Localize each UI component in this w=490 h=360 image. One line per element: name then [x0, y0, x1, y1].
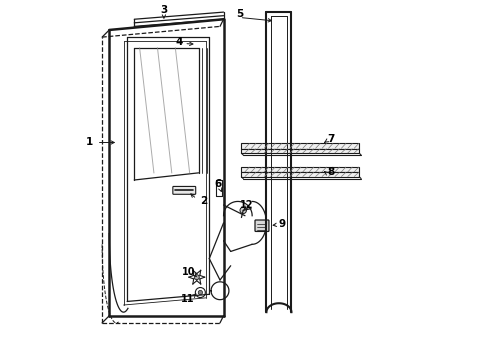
Text: 2: 2	[200, 197, 208, 206]
Text: 5: 5	[236, 9, 243, 19]
Text: 11: 11	[181, 294, 195, 303]
Circle shape	[240, 207, 246, 213]
FancyBboxPatch shape	[255, 220, 269, 231]
Circle shape	[194, 275, 199, 280]
FancyBboxPatch shape	[242, 143, 359, 149]
FancyBboxPatch shape	[242, 167, 359, 172]
Text: 3: 3	[160, 5, 168, 15]
Text: 9: 9	[279, 219, 286, 229]
Text: 1: 1	[86, 138, 93, 148]
Text: 4: 4	[175, 37, 183, 48]
Text: 6: 6	[215, 179, 222, 189]
Text: 12: 12	[240, 200, 253, 210]
Circle shape	[198, 291, 202, 295]
Text: 8: 8	[328, 167, 335, 177]
FancyBboxPatch shape	[242, 149, 359, 153]
FancyBboxPatch shape	[242, 172, 359, 177]
Text: 10: 10	[182, 267, 196, 277]
Text: 7: 7	[327, 134, 334, 144]
FancyBboxPatch shape	[173, 186, 196, 194]
